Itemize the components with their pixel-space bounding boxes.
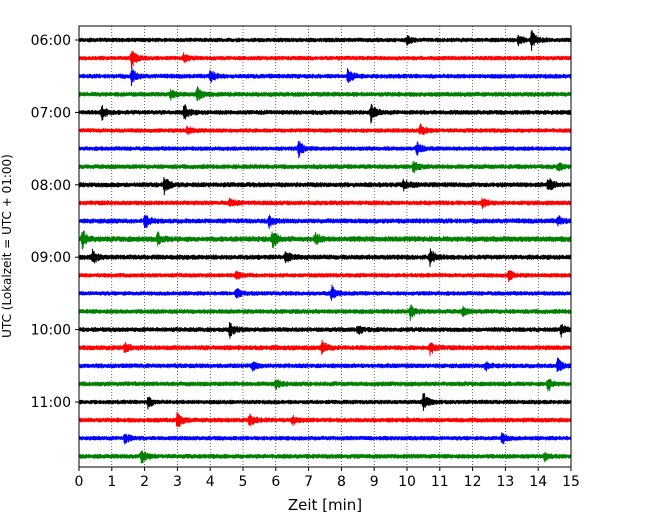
trace-1045 [78,379,572,392]
x-tick-label-0: 0 [75,474,84,490]
trace-0900 [78,248,572,267]
x-tick-label-10: 10 [398,474,416,490]
x-tick-label-9: 9 [370,474,379,490]
trace-0630 [78,66,572,87]
trace-0645 [78,86,572,102]
trace-0730 [78,140,572,159]
trace-1015 [78,339,572,356]
trace-1030 [78,357,572,373]
trace-0615 [78,50,572,69]
x-tick-label-7: 7 [304,474,313,490]
y-tick-label-4: 10:00 [31,323,71,339]
x-tick-label-12: 12 [464,474,482,490]
trace-0600 [78,29,572,51]
trace-1115 [78,411,572,427]
y-tick-label-1: 07:00 [31,105,71,121]
y-tick-label-0: 06:00 [31,33,71,49]
trace-1100 [78,393,572,411]
trace-0715 [78,123,572,136]
x-tick-label-6: 6 [271,474,280,490]
y-tick-label-3: 09:00 [31,250,71,266]
trace-1130 [78,432,572,445]
x-tick-label-8: 8 [337,474,346,490]
x-tick-label-14: 14 [529,474,547,490]
trace-1000 [78,321,572,339]
x-tick-label-5: 5 [239,474,248,490]
trace-0930 [78,284,572,301]
trace-0830 [78,214,572,229]
x-tick-label-4: 4 [206,474,215,490]
x-tick-label-1: 1 [107,474,116,490]
plot-frame [78,25,572,468]
trace-1145 [78,450,572,464]
x-tick-label-11: 11 [431,474,449,490]
trace-0915 [78,270,572,283]
trace-0800 [78,176,572,196]
trace-0945 [78,304,572,322]
y-tick-label-2: 08:00 [31,178,71,194]
x-tick-label-13: 13 [496,474,514,490]
trace-0745 [78,160,572,174]
trace-0845 [78,230,572,250]
x-axis-label: Zeit [min] [288,496,362,514]
trace-group [78,29,572,464]
x-tick-label-2: 2 [140,474,149,490]
trace-0815 [78,197,572,210]
x-tick-label-15: 15 [562,474,580,490]
y-axis-label: UTC (Lokalzeit = UTC + 01:00) [0,154,14,338]
x-tick-label-3: 3 [173,474,182,490]
y-tick-label-5: 11:00 [31,395,71,411]
x-axis-ticks: 0 1 2 3 4 5 6 7 8 9 10 11 12 13 14 15 [75,467,580,490]
y-axis-ticks: 06:00 07:00 08:00 09:00 10:00 11:00 [31,33,79,411]
trace-0700 [78,103,572,124]
